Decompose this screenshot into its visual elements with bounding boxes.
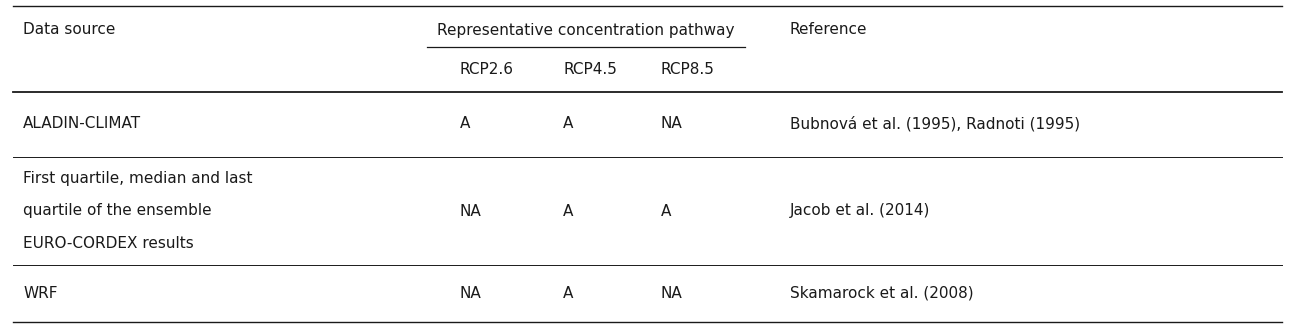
Text: NA: NA	[460, 204, 482, 218]
Text: RCP8.5: RCP8.5	[660, 62, 715, 78]
Text: Skamarock et al. (2008): Skamarock et al. (2008)	[790, 285, 974, 301]
Text: A: A	[563, 116, 574, 131]
Text: Jacob et al. (2014): Jacob et al. (2014)	[790, 204, 930, 218]
Text: WRF: WRF	[23, 285, 58, 301]
Text: ALADIN-CLIMAT: ALADIN-CLIMAT	[23, 116, 141, 131]
Text: RCP4.5: RCP4.5	[563, 62, 618, 78]
Text: quartile of the ensemble: quartile of the ensemble	[23, 204, 212, 218]
Text: Representative concentration pathway: Representative concentration pathway	[438, 22, 734, 38]
Text: A: A	[660, 204, 671, 218]
Text: RCP2.6: RCP2.6	[460, 62, 514, 78]
Text: First quartile, median and last: First quartile, median and last	[23, 171, 253, 185]
Text: NA: NA	[660, 116, 682, 131]
Text: NA: NA	[460, 285, 482, 301]
Text: Bubnová et al. (1995), Radnoti (1995): Bubnová et al. (1995), Radnoti (1995)	[790, 116, 1080, 132]
Text: A: A	[563, 204, 574, 218]
Text: EURO-CORDEX results: EURO-CORDEX results	[23, 237, 194, 251]
Text: A: A	[460, 116, 470, 131]
Text: Reference: Reference	[790, 22, 868, 38]
Text: A: A	[563, 285, 574, 301]
Text: NA: NA	[660, 285, 682, 301]
Text: Data source: Data source	[23, 22, 115, 38]
